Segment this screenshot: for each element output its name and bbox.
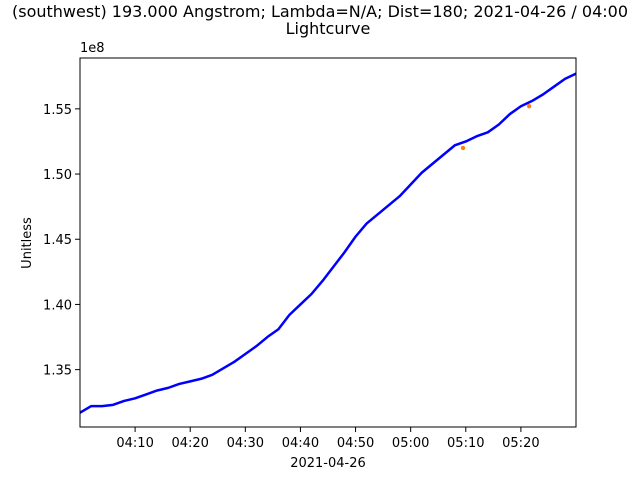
chart-title-line2: Lightcurve (286, 19, 371, 38)
x-tick-label: 04:20 (171, 436, 208, 451)
highlight-point (460, 145, 466, 151)
x-tick-label: 04:50 (337, 436, 374, 451)
y-tick-label: 1.40 (43, 298, 72, 313)
y-axis-ticks: 1.35 1.40 1.45 1.50 1.55 (43, 103, 80, 379)
x-tick-label: 05:10 (447, 436, 484, 451)
y-axis-label: Unitless (20, 217, 35, 269)
x-tick-label: 05:20 (502, 436, 539, 451)
series-layer (80, 72, 576, 414)
y-tick-label: 1.55 (43, 103, 72, 118)
chart-title-line1: (southwest) 193.000 Angstrom; Lambda=N/A… (12, 2, 628, 21)
marker-layer (460, 104, 532, 151)
x-axis-ticks: 04:10 04:20 04:30 04:40 04:50 05:00 05:10 05:20 (116, 427, 540, 451)
x-tick-label: 05:00 (392, 436, 429, 451)
lightcurve-series-line (80, 72, 576, 414)
x-tick-label: 04:30 (227, 436, 264, 451)
y-offset-label: 1e8 (80, 41, 105, 56)
highlight-point (526, 104, 532, 109)
y-tick-label: 1.45 (43, 233, 72, 248)
y-tick-label: 1.50 (43, 168, 72, 183)
x-tick-label: 04:40 (282, 436, 319, 451)
plot-area (80, 58, 576, 427)
x-axis-label: 2021-04-26 (290, 456, 366, 471)
y-tick-label: 1.35 (43, 364, 72, 379)
plot-frame (79, 57, 577, 428)
x-tick-label: 04:10 (116, 436, 153, 451)
